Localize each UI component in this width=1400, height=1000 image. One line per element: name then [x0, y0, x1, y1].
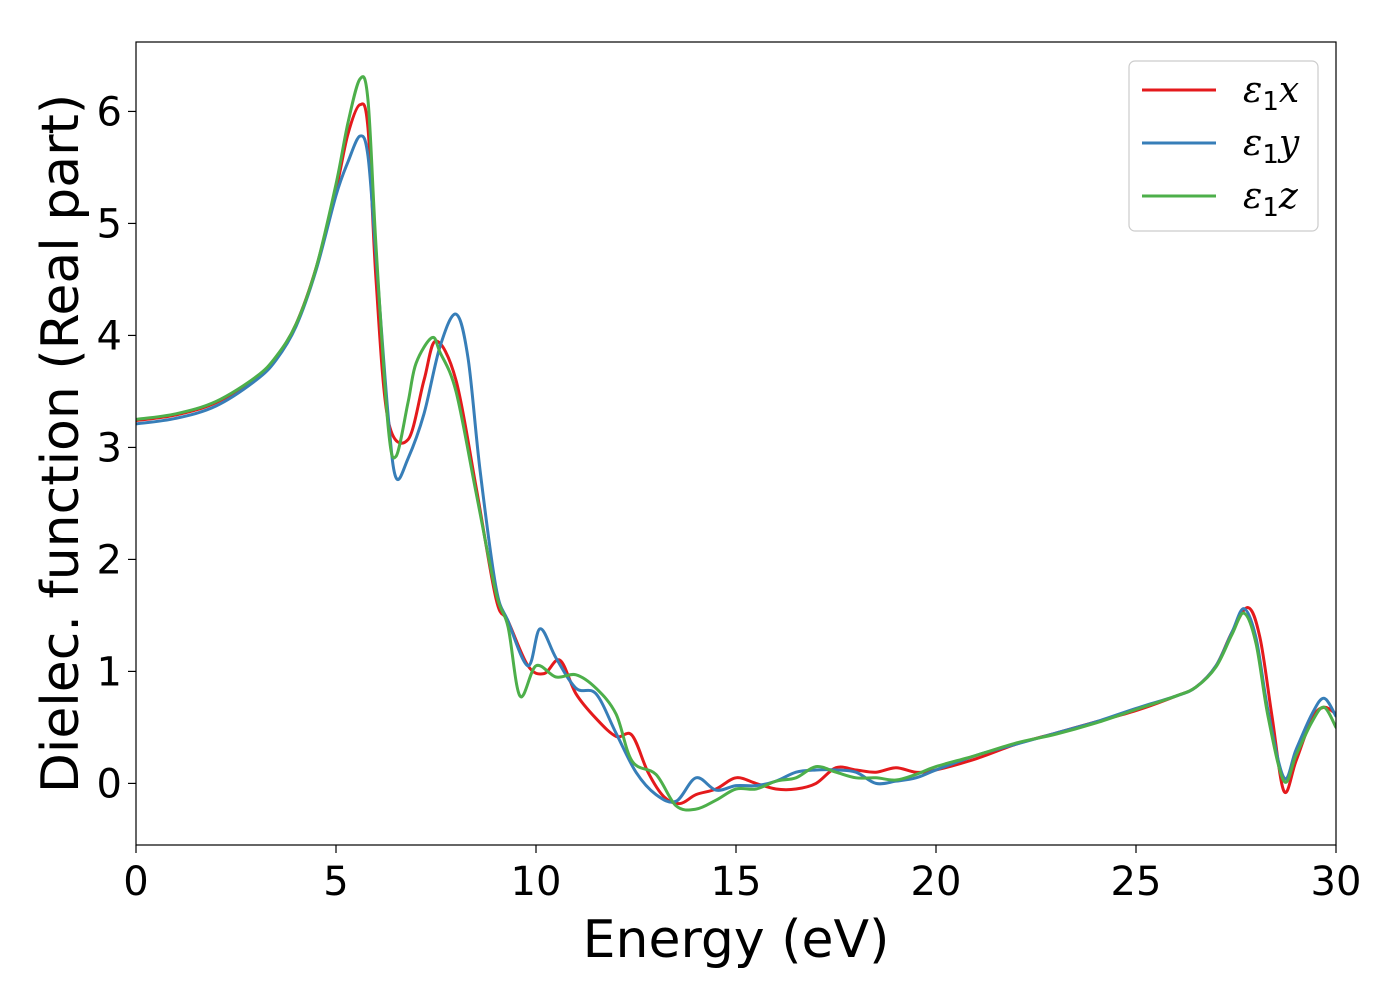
y-axis-title: Dielec. function (Real part): [31, 94, 91, 793]
y-tick-label: 0: [97, 761, 122, 807]
x-tick-label: 20: [911, 859, 962, 905]
legend-label-x: ε1x: [1243, 70, 1299, 117]
x-axis-title: Energy (eV): [583, 910, 890, 970]
x-tick-label: 5: [323, 859, 348, 905]
legend-box: [1128, 60, 1319, 232]
y-tick-label: 3: [97, 425, 122, 471]
y-axis: 0 1 2 3 4 5 6: [97, 89, 136, 807]
y-tick-label: 2: [97, 537, 122, 583]
legend-label-z: ε1z: [1243, 176, 1299, 223]
x-tick-label: 10: [511, 859, 562, 905]
x-tick-label: 25: [1111, 859, 1162, 905]
series-lines: [136, 75, 1336, 812]
y-tick-label: 1: [97, 649, 122, 695]
y-tick-label: 6: [97, 89, 122, 135]
x-axis: 0 5 10 15 20 25 30: [123, 845, 1361, 905]
legend-label-y: ε1y: [1243, 123, 1300, 170]
x-tick-label: 15: [711, 859, 762, 905]
y-tick-label: 5: [97, 201, 122, 247]
y-tick-label: 4: [97, 313, 122, 359]
x-tick-label: 30: [1311, 859, 1362, 905]
legend: ε1x ε1y ε1z: [1128, 60, 1319, 232]
x-tick-label: 0: [123, 859, 148, 905]
series-line-z: [136, 75, 1336, 812]
